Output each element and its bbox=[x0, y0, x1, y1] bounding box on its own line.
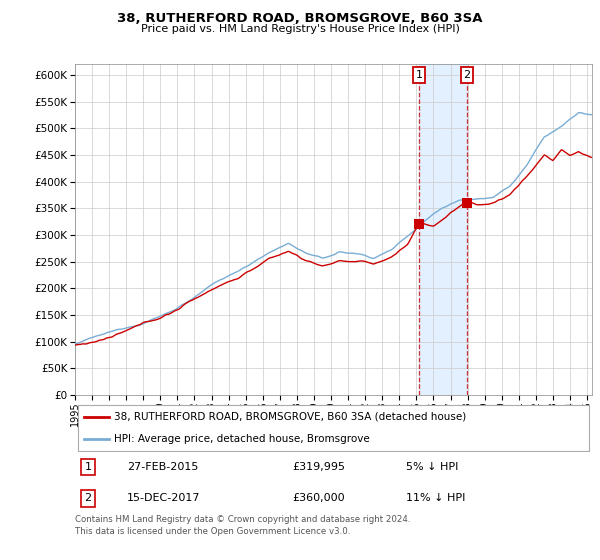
Text: Price paid vs. HM Land Registry's House Price Index (HPI): Price paid vs. HM Land Registry's House … bbox=[140, 24, 460, 34]
Text: 2: 2 bbox=[463, 70, 470, 80]
Text: 11% ↓ HPI: 11% ↓ HPI bbox=[406, 493, 466, 503]
FancyBboxPatch shape bbox=[77, 405, 589, 451]
Text: 38, RUTHERFORD ROAD, BROMSGROVE, B60 3SA (detached house): 38, RUTHERFORD ROAD, BROMSGROVE, B60 3SA… bbox=[114, 412, 466, 422]
Text: HPI: Average price, detached house, Bromsgrove: HPI: Average price, detached house, Brom… bbox=[114, 434, 370, 444]
Bar bbox=[419, 64, 467, 395]
Text: 2: 2 bbox=[85, 493, 91, 503]
Text: Contains HM Land Registry data © Crown copyright and database right 2024.
This d: Contains HM Land Registry data © Crown c… bbox=[75, 515, 410, 536]
Text: 1: 1 bbox=[85, 462, 91, 472]
Text: 1: 1 bbox=[415, 70, 422, 80]
Text: 15-DEC-2017: 15-DEC-2017 bbox=[127, 493, 200, 503]
Text: 5% ↓ HPI: 5% ↓ HPI bbox=[406, 462, 458, 472]
Text: £319,995: £319,995 bbox=[292, 462, 345, 472]
Text: 38, RUTHERFORD ROAD, BROMSGROVE, B60 3SA: 38, RUTHERFORD ROAD, BROMSGROVE, B60 3SA bbox=[117, 12, 483, 25]
Text: 27-FEB-2015: 27-FEB-2015 bbox=[127, 462, 198, 472]
Text: £360,000: £360,000 bbox=[292, 493, 345, 503]
